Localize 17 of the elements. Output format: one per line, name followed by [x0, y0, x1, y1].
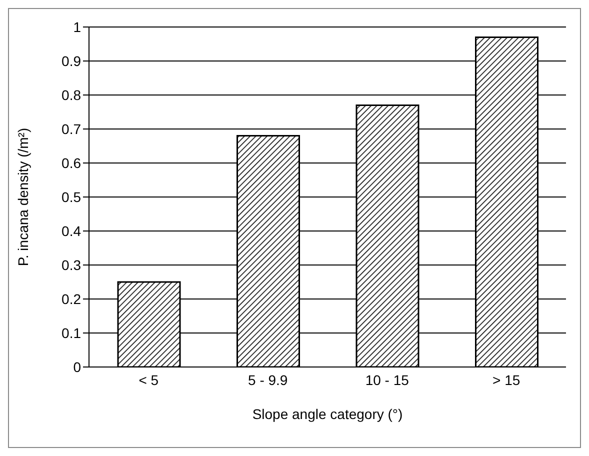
x-tick-label: 10 - 15	[365, 372, 410, 388]
y-tick-label: 0.7	[62, 120, 82, 137]
y-tick-label: 1	[73, 18, 82, 35]
x-tick-label: < 5	[138, 372, 159, 388]
y-tick-label: 0.9	[62, 52, 82, 69]
y-tick-label: 0.2	[62, 290, 82, 307]
y-tick-label: 0.6	[62, 154, 82, 171]
y-tick-label: 0.8	[62, 86, 82, 103]
x-tick-label: 5 - 9.9	[248, 372, 288, 388]
y-tick-label: 0.5	[62, 188, 82, 205]
y-tick-label: 0.4	[62, 222, 82, 239]
x-tick-label: > 15	[492, 372, 520, 388]
y-tick-label: 0.1	[62, 324, 82, 341]
x-axis-title: Slope angle category (°)	[252, 406, 403, 422]
y-tick-label: 0	[73, 358, 82, 375]
y-tick-label: 0.3	[62, 256, 82, 273]
y-axis-title: P. incana density (/m²)	[14, 128, 31, 266]
